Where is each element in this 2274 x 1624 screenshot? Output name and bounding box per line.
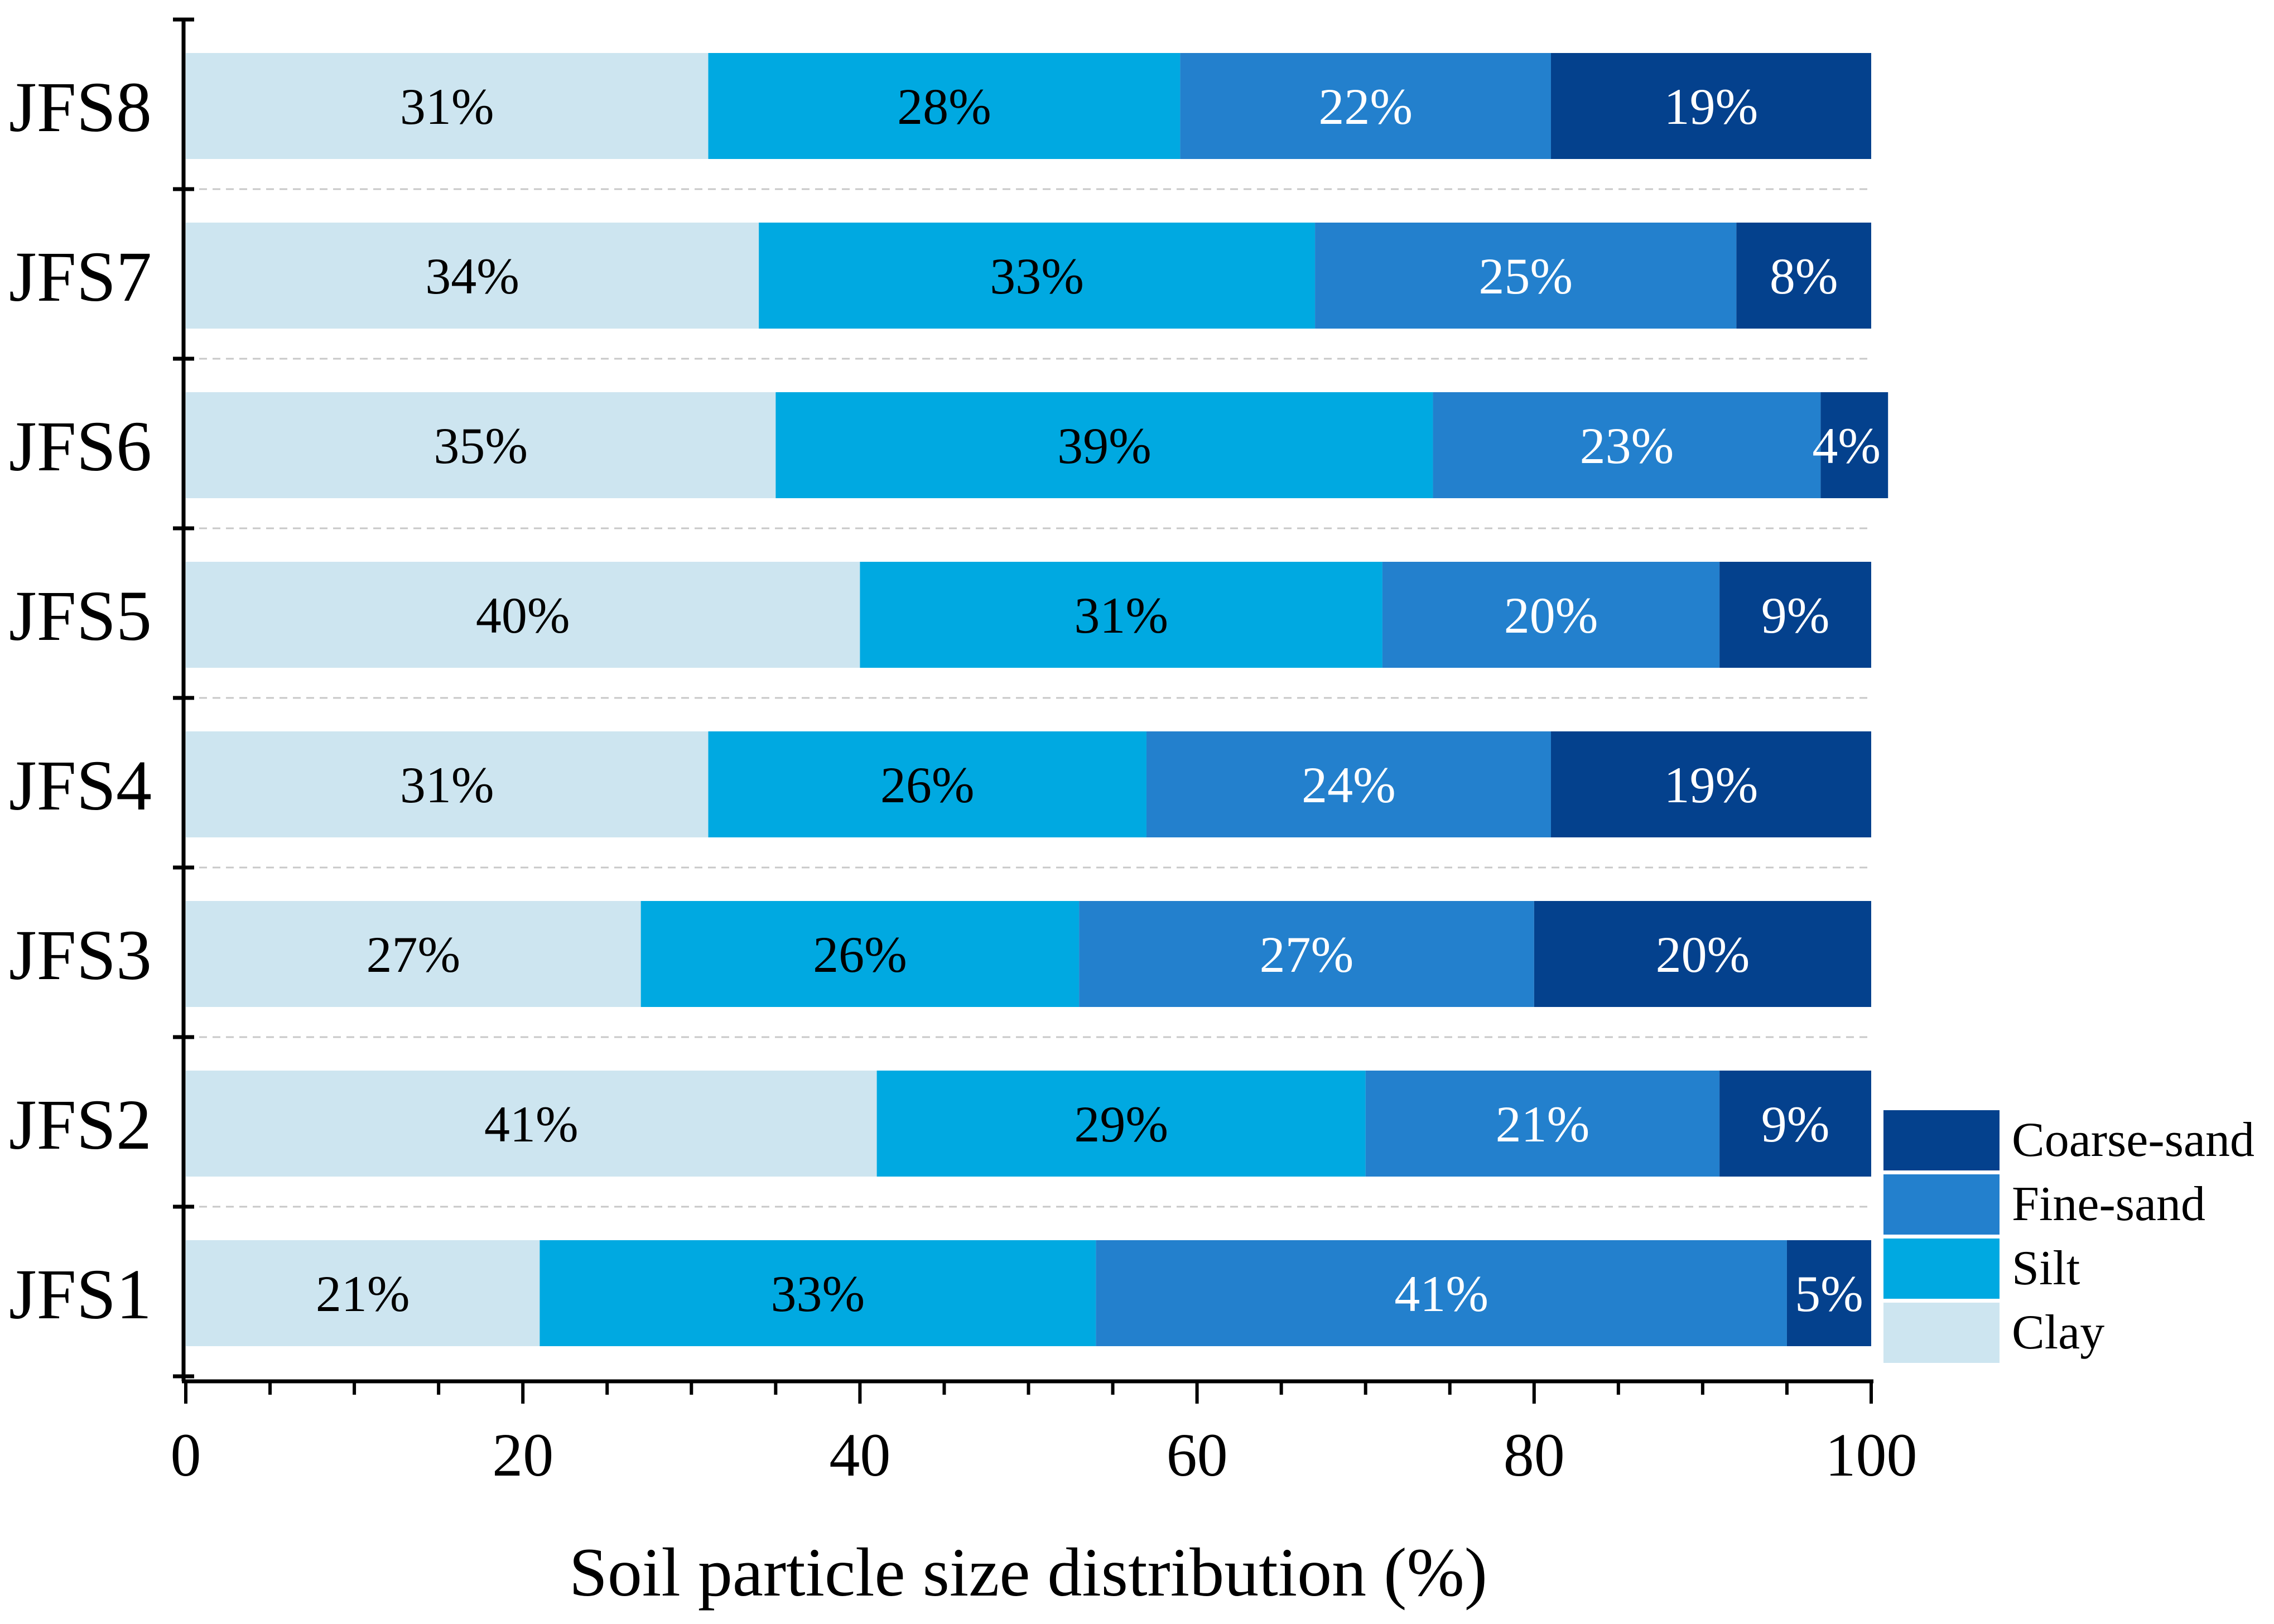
data-label: 21% [1496,1096,1590,1153]
bar-segment-silt [708,53,1181,159]
category-label: JFS1 [9,1255,152,1334]
data-label: 5% [1795,1265,1863,1322]
bar-segment-silt [640,901,1080,1007]
bar-segment-silt [775,392,1433,498]
legend-label: Fine-sand [2012,1177,2205,1231]
bar-segment-clay [186,392,776,498]
bar-segment-fine-sand [1365,1071,1720,1177]
bar-segment-clay [186,53,709,159]
bar-segment-coarse-sand [1719,562,1871,668]
data-label: 39% [1057,417,1152,474]
bar-segment-fine-sand [1315,223,1737,329]
gridlines-group [186,188,1871,1208]
data-label: 28% [897,78,991,135]
bar-segment-clay [186,731,709,837]
bar-segment-clay [186,1240,540,1346]
bar-segment-clay [186,562,860,668]
legend-label: Clay [2012,1305,2104,1360]
data-label: 29% [1074,1096,1168,1153]
bar-segment-coarse-sand [1786,1240,1871,1346]
data-label: 27% [1260,926,1354,983]
bar-segment-silt [876,1071,1366,1177]
data-label: 21% [316,1265,410,1322]
legend-label: Silt [2012,1241,2080,1295]
data-label: 8% [1770,248,1838,305]
data-label: 34% [425,248,519,305]
data-label: 35% [433,417,528,474]
category-label: JFS7 [9,237,152,316]
bar-segment-silt [860,562,1382,668]
category-label: JFS5 [9,576,152,656]
bar-segment-coarse-sand [1534,901,1871,1007]
bar-segment-silt [759,223,1316,329]
data-label: 19% [1664,78,1759,135]
x-tick-label: 40 [829,1421,890,1489]
bar-segment-fine-sand [1079,901,1534,1007]
x-tick-label: 0 [171,1421,201,1489]
data-label: 40% [476,587,570,644]
x-tick-label: 100 [1825,1421,1918,1489]
x-tick-label: 20 [492,1421,553,1489]
data-label: 26% [813,926,907,983]
data-label: 31% [400,78,494,135]
legend-swatch [1883,1174,2000,1235]
bar-segment-silt [708,731,1146,837]
data-label: 9% [1761,1096,1830,1153]
data-label: 31% [1074,587,1168,644]
bar-segment-silt [539,1240,1096,1346]
category-label: JFS3 [9,915,152,995]
x-axis-label: Soil particle size distribution (%) [569,1534,1487,1611]
category-label: JFS8 [9,68,152,147]
bar-segment-fine-sand [1180,53,1552,159]
bar-segment-coarse-sand [1719,1071,1871,1177]
legend: Coarse-sand Fine-sand Silt Clay [1883,1110,2254,1363]
data-label: 27% [367,926,461,983]
data-label: 22% [1318,78,1413,135]
data-label: 23% [1580,417,1674,474]
data-label: 31% [400,756,494,813]
category-label: JFS4 [9,746,152,825]
bar-segment-coarse-sand [1736,223,1871,329]
data-label: 33% [771,1265,865,1322]
bar-segment-fine-sand [1433,392,1821,498]
bar-segment-clay [186,1071,877,1177]
x-ticks-group: 0 20 40 60 80 100 [171,1381,1918,1489]
data-label: 26% [880,756,975,813]
bars-group [186,53,1888,1346]
data-label: 9% [1761,587,1830,644]
x-tick-label: 80 [1504,1421,1565,1489]
category-label: JFS2 [9,1085,152,1164]
data-label: 24% [1302,756,1396,813]
bar-segment-fine-sand [1146,731,1552,837]
data-label: 25% [1478,248,1573,305]
bar-segment-fine-sand [1096,1240,1787,1346]
legend-label: Coarse-sand [2012,1113,2254,1167]
data-label: 33% [990,248,1084,305]
data-label: 19% [1664,756,1759,813]
legend-swatch [1883,1239,2000,1299]
segment-labels-group: 31% 28% 22% 19% 34% 33% 25% 8% 35% 39% 23% 4% 40% 31%… [316,78,1881,1322]
data-label: 41% [484,1096,579,1153]
bar-segment-fine-sand [1382,562,1720,668]
data-label: 20% [1656,926,1750,983]
legend-swatch [1883,1110,2000,1170]
legend-swatch [1883,1303,2000,1363]
bar-segment-clay [186,223,759,329]
category-label: JFS6 [9,407,152,486]
data-label: 20% [1504,587,1598,644]
bar-segment-clay [186,901,641,1007]
data-label: 41% [1394,1265,1488,1322]
bar-segment-coarse-sand [1820,392,1888,498]
category-labels-group: JFS8 JFS7 JFS6 JFS5 JFS4 JFS3 JFS2 JFS1 [9,68,152,1334]
bar-segment-coarse-sand [1551,53,1871,159]
x-tick-label: 60 [1167,1421,1228,1489]
bar-segment-coarse-sand [1551,731,1871,837]
data-label: 4% [1812,417,1881,474]
